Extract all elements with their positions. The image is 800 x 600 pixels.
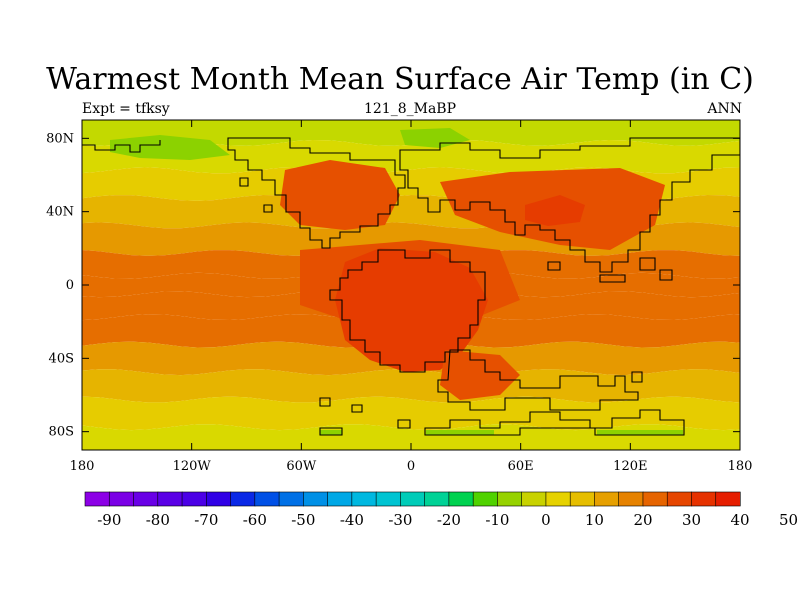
colorbar-box [108, 491, 135, 507]
x-tick-label: 60E [508, 459, 534, 474]
colorbar-label: -20 [437, 511, 461, 529]
coastline-asia-islands [547, 257, 673, 283]
y-tick-label: 80N [46, 131, 74, 146]
temperature-regions [110, 128, 683, 435]
x-tick-label: 180 [70, 459, 95, 474]
southern-land-warm-region [440, 350, 520, 400]
colorbar-box [84, 491, 110, 507]
colorbar-label: 20 [633, 511, 652, 529]
latitude-band [82, 396, 740, 431]
colorbar-label: 30 [682, 511, 701, 529]
colorbar-box [691, 491, 717, 507]
colorbar-box [666, 491, 693, 507]
colorbar-label: 50 [779, 511, 798, 529]
colorbar-label: -60 [243, 511, 267, 529]
colorbar-box [278, 491, 304, 507]
latitude-band [82, 369, 740, 403]
coastline-north-america [227, 137, 406, 249]
coastline-small-islands-west [239, 177, 273, 213]
age-label: 121_8_MaBP [363, 101, 457, 117]
antarctic-cold-patch-center [426, 430, 494, 435]
north-america-hot-region [280, 160, 400, 230]
colorbar-box [400, 491, 426, 507]
colorbar-box [448, 491, 474, 507]
colorbar-label: 0 [541, 511, 551, 529]
colorbar-box [497, 491, 523, 507]
x-tick-label: 120W [173, 459, 212, 474]
colorbar-label: -70 [194, 511, 218, 529]
coastline-african-landmass [329, 249, 486, 373]
colorbar: -90 -80 -70 -60 -50 -40 -30 -20 -10 0 10 20 30 40 50 [84, 491, 798, 529]
coastline-south-islands [319, 371, 643, 429]
colorbar-box [327, 491, 353, 507]
colorbar-box [351, 491, 377, 507]
colorbar-box [375, 491, 401, 507]
season-label: ANN [707, 101, 742, 117]
asia-hottest-region [525, 195, 585, 226]
coastline-eurasia [399, 137, 740, 273]
x-tick-label: 120E [613, 459, 647, 474]
colorbar-box [472, 491, 499, 507]
coastline-southern-continent [437, 349, 639, 411]
colorbar-box [133, 491, 159, 507]
x-tick-label: 0 [407, 459, 415, 474]
colorbar-box [181, 491, 207, 507]
experiment-label: Expt = tfksy [82, 101, 170, 117]
colorbar-box [594, 491, 620, 507]
colorbar-label: -10 [485, 511, 509, 529]
colorbar-label: -30 [388, 511, 412, 529]
y-tick-label: 40S [49, 351, 74, 366]
colorbar-box [618, 491, 644, 507]
colorbar-box [157, 491, 183, 507]
coastline-northwest [82, 140, 161, 153]
colorbar-label: -90 [97, 511, 121, 529]
coastline-antarctica [319, 409, 685, 436]
colorbar-label: 40 [730, 511, 749, 529]
colorbar-box [254, 491, 280, 507]
chart-title: Warmest Month Mean Surface Air Temp (in … [46, 62, 754, 97]
coastlines [82, 137, 740, 436]
latitude-band [82, 424, 740, 450]
colorbar-box [715, 491, 741, 507]
colorbar-box [521, 491, 547, 507]
colorbar-box [424, 491, 450, 507]
colorbar-label: -80 [146, 511, 170, 529]
colorbar-box [303, 491, 329, 507]
colorbar-label: 10 [585, 511, 604, 529]
antarctic-cold-patch-west [320, 430, 342, 435]
colorbar-label: -50 [291, 511, 315, 529]
colorbar-box [545, 491, 571, 507]
africa-hot-region [335, 248, 488, 372]
x-tick-label: 60W [286, 459, 317, 474]
colorbar-label: -40 [340, 511, 364, 529]
latitude-band [82, 140, 740, 174]
colorbar-box [230, 491, 256, 507]
y-tick-label: 80S [49, 425, 74, 440]
antarctic-cold-patch-east [597, 430, 683, 435]
colorbar-box [206, 491, 232, 507]
y-tick-label: 40N [46, 205, 74, 220]
x-tick-label: 180 [728, 459, 753, 474]
map-field [82, 120, 740, 450]
y-tick-label: 0 [66, 278, 74, 293]
map-axes: 180 120W 60W 0 60E 120E 180 80N 40N 0 40S 80S [46, 120, 752, 474]
arctic-cold-patch [110, 135, 230, 160]
colorbar-box [569, 491, 596, 507]
colorbar-box [642, 491, 668, 507]
